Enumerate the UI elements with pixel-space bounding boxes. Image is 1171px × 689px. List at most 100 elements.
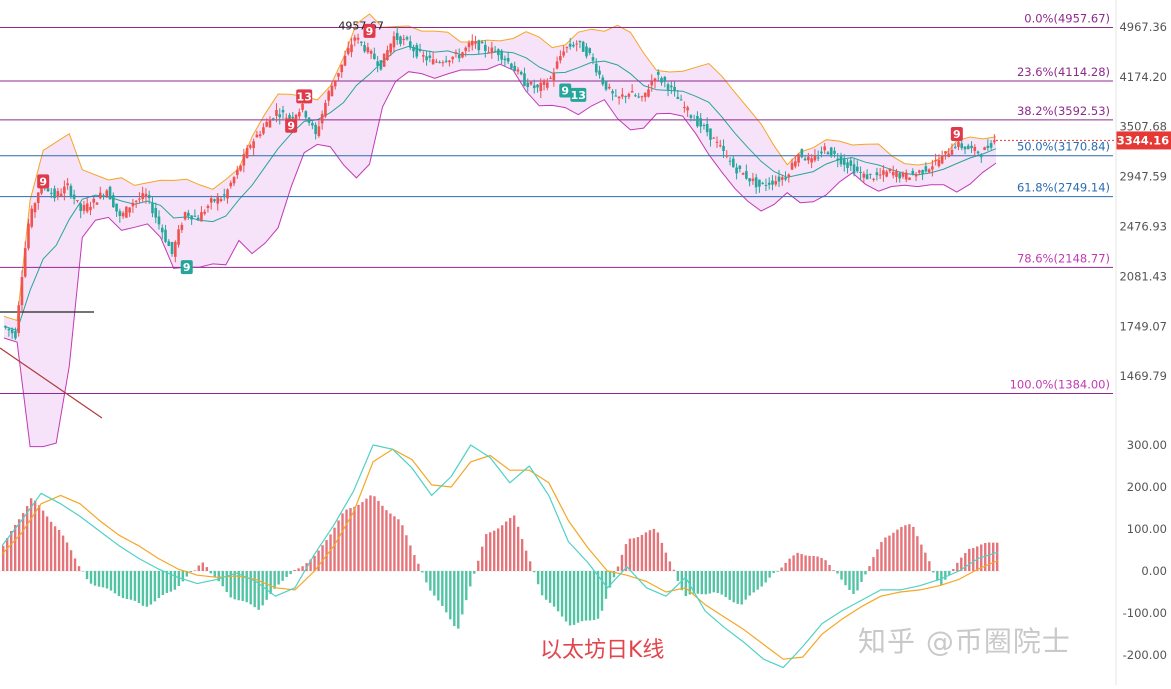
macd-histogram-bar xyxy=(201,562,204,571)
macd-histogram-bar xyxy=(485,534,488,571)
macd-histogram-bar xyxy=(261,571,264,606)
macd-histogram-bar xyxy=(672,569,676,571)
price-axis-label: 2947.59 xyxy=(1119,170,1167,184)
candle-body xyxy=(431,59,435,65)
candle-body xyxy=(859,171,862,173)
candle-body xyxy=(503,58,507,61)
macd-histogram-bar xyxy=(508,518,512,571)
candle-body xyxy=(683,106,686,109)
candle-body xyxy=(258,134,262,136)
candle-body xyxy=(526,82,530,88)
macd-histogram-bar xyxy=(864,571,867,575)
macd-histogram-bar xyxy=(225,571,228,593)
candle-body xyxy=(311,122,314,126)
candle-body xyxy=(794,161,797,167)
candle-body xyxy=(160,227,164,233)
candle-body xyxy=(281,109,285,113)
macd-histogram-bar xyxy=(936,571,939,581)
candle-body xyxy=(839,156,843,165)
macd-histogram-bar xyxy=(592,571,596,621)
macd-histogram-bar xyxy=(2,545,5,571)
fib-label: 23.6%(4114.28) xyxy=(1017,65,1110,79)
candle-body xyxy=(578,40,582,43)
price-axis-label: 1469.79 xyxy=(1119,369,1167,383)
candle-body xyxy=(764,184,768,186)
td-marker-label: 9 xyxy=(287,120,295,133)
candle-body xyxy=(441,62,445,64)
candle-body xyxy=(425,56,428,61)
candle-body xyxy=(908,177,911,180)
td-marker-box xyxy=(559,83,572,98)
candle-body xyxy=(252,141,255,149)
candle-body xyxy=(76,200,79,202)
candle-body xyxy=(72,194,76,200)
candle-body xyxy=(174,241,177,257)
candle-body xyxy=(813,155,817,161)
macd-histogram-bar xyxy=(101,571,105,588)
candle-body xyxy=(797,154,800,163)
candle-body xyxy=(572,44,575,47)
macd-histogram-bar xyxy=(712,571,715,593)
candle-body xyxy=(229,182,233,187)
candle-body xyxy=(291,116,295,119)
macd-histogram-bar xyxy=(309,559,312,571)
candle-body xyxy=(418,49,422,51)
macd-histogram-bar xyxy=(600,571,604,611)
macd-histogram-bar xyxy=(956,562,959,571)
candle-body xyxy=(98,192,102,199)
candle-body xyxy=(477,40,481,51)
candle-body xyxy=(23,248,27,277)
macd-histogram-bar xyxy=(417,563,420,571)
macd-histogram-bar xyxy=(644,532,648,571)
candle-body xyxy=(869,173,872,175)
candle-body xyxy=(604,80,608,90)
macd-histogram-bar xyxy=(501,525,504,571)
candle-body xyxy=(960,143,964,149)
macd-histogram-bar xyxy=(193,570,197,571)
candle-body xyxy=(428,55,432,58)
macd-histogram-bar xyxy=(177,571,181,587)
macd-histogram-bar xyxy=(221,571,224,587)
macd-histogram-bar xyxy=(13,524,17,571)
candle-body xyxy=(872,178,875,180)
td-marker-box xyxy=(285,118,298,133)
macd-histogram-bar xyxy=(532,571,536,573)
macd-axis-label: 200.00 xyxy=(1127,480,1167,494)
td-marker-label: 9 xyxy=(366,25,374,38)
macd-histogram-bar xyxy=(497,528,500,571)
macd-axis-label: -100.00 xyxy=(1123,606,1167,620)
macd-histogram-bar xyxy=(185,571,189,577)
candle-body xyxy=(601,77,605,85)
candle-body xyxy=(467,42,471,48)
macd-histogram-bar xyxy=(536,571,540,585)
candle-body xyxy=(784,177,787,180)
macd-histogram-bar xyxy=(125,571,129,600)
candle-body xyxy=(395,32,399,40)
candle-body xyxy=(30,208,34,227)
candle-body xyxy=(735,167,738,174)
candle-body xyxy=(748,178,751,182)
candle-body xyxy=(581,41,585,52)
macd-histogram-bar xyxy=(337,520,340,571)
macd-histogram-bar xyxy=(369,495,372,571)
macd-histogram-bar xyxy=(812,555,815,571)
macd-histogram-bar xyxy=(45,516,49,571)
candle-body xyxy=(829,147,833,157)
macd-axis-label: 0.00 xyxy=(1141,564,1167,578)
macd-histogram-bar xyxy=(744,571,747,600)
macd-histogram-bar xyxy=(21,513,25,571)
candle-body xyxy=(363,45,366,52)
candle-body xyxy=(637,96,640,98)
macd-histogram-bar xyxy=(453,571,456,627)
macd-histogram-bar xyxy=(668,561,672,571)
macd-histogram-bar xyxy=(704,571,707,595)
candle-body xyxy=(621,94,624,97)
td-marker: 9 xyxy=(37,174,50,189)
td-marker-label: 9 xyxy=(39,175,47,188)
macd-histogram-bar xyxy=(752,571,755,593)
fib-label: 0.0%(4957.67) xyxy=(1024,12,1110,26)
candle-body xyxy=(105,190,109,197)
candle-body xyxy=(823,146,826,151)
candle-body xyxy=(438,62,441,64)
